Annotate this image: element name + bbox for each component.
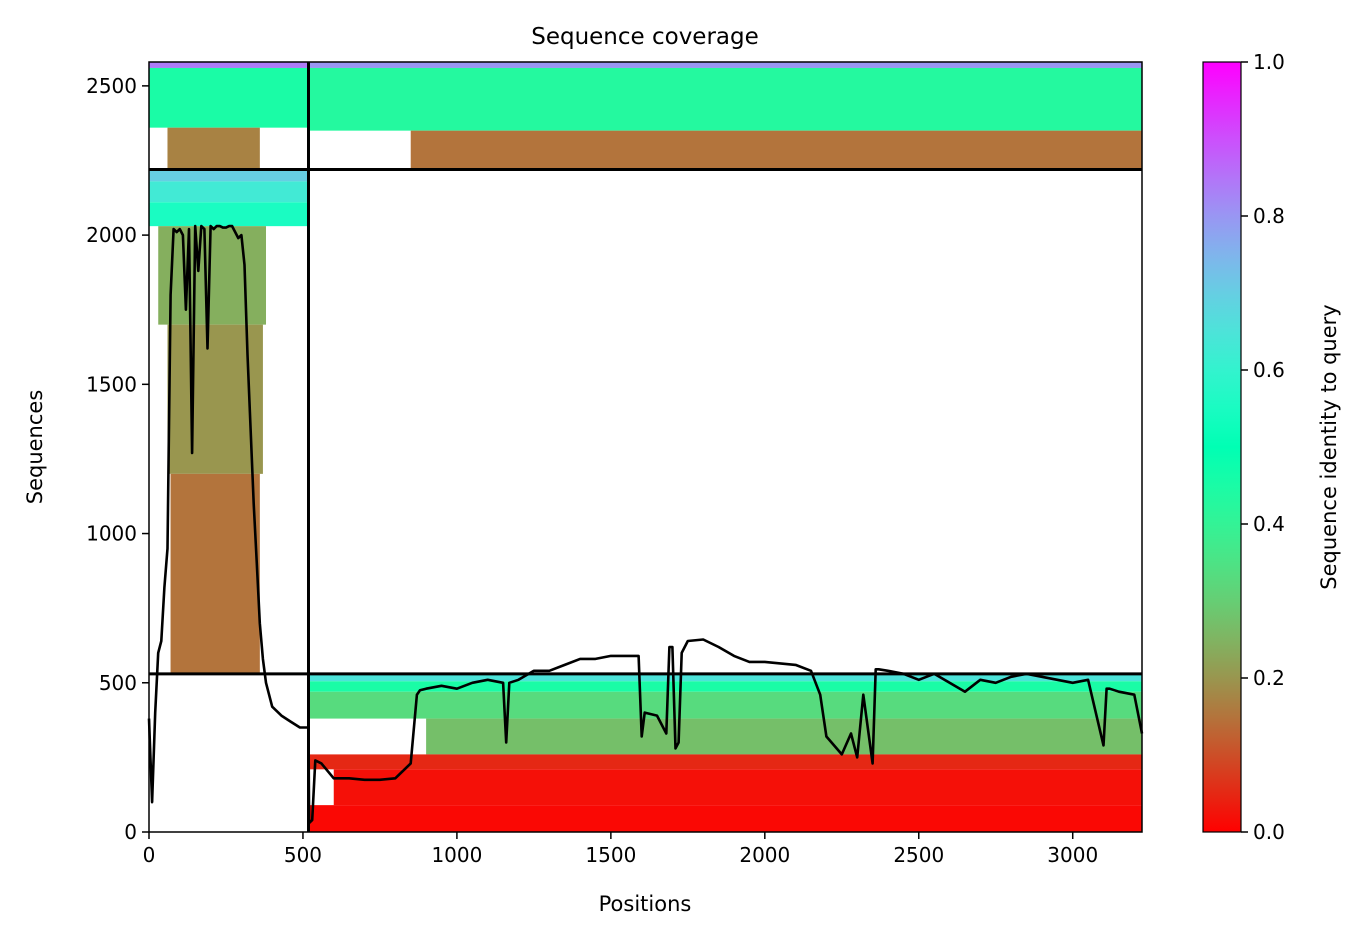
colorbar: 0.0 0.2 0.4 0.6 0.8 1.0 Sequence identity to … <box>1202 50 1341 844</box>
coverage-block <box>308 62 1142 68</box>
colorbar-tick-label: 0.2 <box>1253 666 1285 690</box>
coverage-block <box>149 202 309 227</box>
y-axis-label: Sequences <box>23 390 47 505</box>
x-tick-label: 3000 <box>1047 843 1098 867</box>
chart-title: Sequence coverage <box>531 24 759 50</box>
coverage-block <box>333 769 1143 806</box>
coverage-block <box>149 67 309 128</box>
x-axis: 0 500 1000 1500 2000 2500 3000 <box>143 832 1098 867</box>
coverage-block <box>167 127 260 170</box>
x-axis-label: Positions <box>599 892 692 916</box>
x-tick-label: 2500 <box>893 843 944 867</box>
colorbar-tick-label: 0.4 <box>1253 512 1285 536</box>
coverage-block <box>308 691 1142 719</box>
y-tick-label: 2500 <box>86 74 137 98</box>
coverage-block <box>158 226 267 325</box>
coverage-heatmap <box>149 62 1143 832</box>
colorbar-tick-label: 0.0 <box>1253 820 1285 844</box>
colorbar-label: Sequence identity to query <box>1317 304 1341 589</box>
coverage-block <box>149 181 309 203</box>
coverage-block <box>426 718 1142 755</box>
x-tick-label: 1500 <box>585 843 636 867</box>
coverage-block <box>308 67 1142 131</box>
coverage-block <box>309 805 1142 832</box>
y-tick-label: 0 <box>124 820 137 844</box>
x-tick-label: 2000 <box>739 843 790 867</box>
coverage-line <box>147 224 1144 825</box>
x-tick-label: 0 <box>143 843 156 867</box>
domain-boundaries <box>149 62 1142 832</box>
plot-frame <box>148 61 1143 833</box>
y-axis: 0 500 1000 1500 2000 2500 <box>86 74 149 844</box>
coverage-block <box>309 754 1142 770</box>
colorbar-ticks: 0.0 0.2 0.4 0.6 0.8 1.0 <box>1241 50 1285 844</box>
colorbar-tick-label: 0.6 <box>1253 358 1285 382</box>
y-tick-label: 2000 <box>86 223 137 247</box>
x-tick-label: 1000 <box>431 843 482 867</box>
coverage-block <box>410 130 1142 170</box>
coverage-block <box>170 473 260 674</box>
coverage-block <box>149 62 309 68</box>
coverage-block <box>308 673 1142 682</box>
colorbar-gradient <box>1202 61 1242 833</box>
x-tick-label: 500 <box>284 843 322 867</box>
coverage-block <box>149 169 309 182</box>
y-tick-label: 500 <box>99 671 137 695</box>
y-tick-label: 1500 <box>86 372 137 396</box>
plot-area <box>147 61 1144 833</box>
y-tick-label: 1000 <box>86 522 137 546</box>
colorbar-tick-label: 0.8 <box>1253 204 1285 228</box>
colorbar-tick-label: 1.0 <box>1253 50 1285 74</box>
coverage-block <box>308 681 1142 692</box>
